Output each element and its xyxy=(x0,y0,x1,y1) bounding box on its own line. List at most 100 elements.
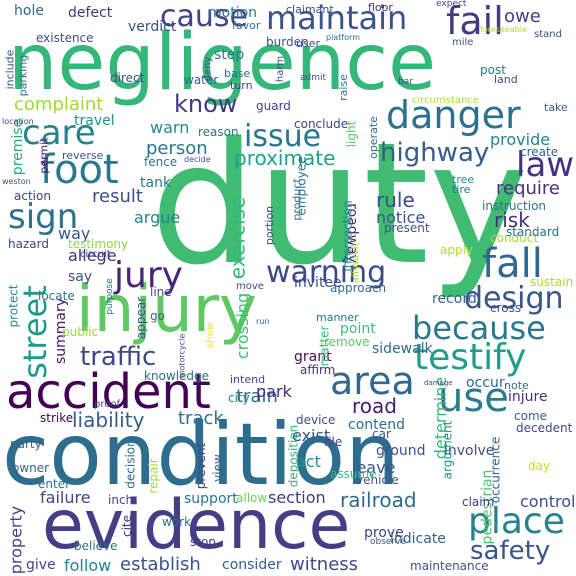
word-direct: direct xyxy=(110,71,145,85)
word-existence: existence xyxy=(36,31,94,45)
word-permit: permit xyxy=(37,137,51,174)
word-product: product xyxy=(290,178,304,221)
word-step: step xyxy=(214,47,245,63)
word-reverse: reverse xyxy=(62,149,104,162)
word-platform: platform xyxy=(326,33,360,42)
word-property: property xyxy=(6,505,26,575)
word-control: control xyxy=(520,492,576,511)
word-verdict: verdict xyxy=(128,19,177,35)
word-railroad: railroad xyxy=(340,488,417,512)
word-say: say xyxy=(68,269,93,285)
word-locate: locate xyxy=(38,289,75,303)
word-crossing: crossing xyxy=(233,292,253,360)
word-injure: injure xyxy=(508,389,548,405)
word-occur: occur xyxy=(466,375,505,391)
word-conclude: conclude xyxy=(294,117,349,131)
word-weston: weston xyxy=(2,177,31,186)
word-failure: failure xyxy=(40,488,91,507)
word-jury: jury xyxy=(114,255,183,296)
word-strike: strike xyxy=(40,411,74,425)
word-fall: fall xyxy=(482,241,543,287)
word-leave: leave xyxy=(352,458,396,477)
word-grant: grant xyxy=(294,349,332,365)
word-travel: travel xyxy=(74,113,115,129)
word-law: law xyxy=(516,145,575,185)
word-testimony: testimony xyxy=(68,237,129,251)
word-point: point xyxy=(340,321,376,337)
word-parking: parking xyxy=(16,54,30,97)
word-appear: appear xyxy=(134,296,149,340)
word-complaint: complaint xyxy=(14,94,104,115)
word-deposition: deposition xyxy=(286,424,301,488)
word-exist: exist xyxy=(292,426,331,445)
word-stop: stop xyxy=(190,535,216,549)
word-post: post xyxy=(480,63,506,77)
word-motion: motion xyxy=(208,5,258,21)
word-base: base xyxy=(224,67,251,80)
word-turn: turn xyxy=(230,79,253,92)
word-reason: reason xyxy=(198,125,239,139)
word-provide: provide xyxy=(490,130,551,149)
word-damage: damage xyxy=(424,379,453,387)
word-note: note xyxy=(504,379,529,392)
word-way: way xyxy=(58,224,91,243)
word-person: person xyxy=(146,138,208,159)
word-owner: owner xyxy=(12,461,50,475)
word-require: require xyxy=(496,178,560,199)
word-evidence: evidence xyxy=(42,486,351,565)
word-use: use xyxy=(438,375,509,421)
word-danger: danger xyxy=(386,93,521,137)
word-notice: notice xyxy=(376,208,426,227)
word-circumstance: circumstance xyxy=(412,95,479,106)
word-invitee: invitee xyxy=(294,275,342,291)
word-manner: manner xyxy=(316,311,359,324)
word-floor: floor xyxy=(368,1,393,14)
word-decedent: decedent xyxy=(516,421,573,435)
word-claimant: claimant xyxy=(286,3,334,16)
word-water: water xyxy=(184,73,219,87)
word-city: city xyxy=(228,391,250,405)
word-tree: tree xyxy=(452,173,475,186)
word-view: view xyxy=(210,454,225,482)
word-traffic: traffic xyxy=(80,342,157,372)
word-affidavit: affidavit xyxy=(350,242,362,284)
word-follow: follow xyxy=(64,556,112,575)
word-inch: inch xyxy=(108,493,134,507)
word-consider: consider xyxy=(222,557,282,573)
word-take: take xyxy=(544,101,568,114)
word-highway: highway xyxy=(380,138,490,168)
word-present: present xyxy=(384,221,430,235)
word-location: location xyxy=(2,117,34,126)
word-guard: guard xyxy=(256,99,291,113)
word-believe: believe xyxy=(74,539,118,553)
word-prevent: prevent xyxy=(194,442,209,490)
word-allow: allow xyxy=(236,491,268,505)
word-device: device xyxy=(296,413,336,427)
word-care: care xyxy=(22,113,96,153)
word-instruction: instruction xyxy=(482,199,547,213)
word-approach: approach xyxy=(330,281,387,295)
word-admit: admit xyxy=(300,73,327,83)
word-decide: decide xyxy=(184,155,211,164)
word-fail: fail xyxy=(446,0,504,43)
word-land: land xyxy=(494,73,518,86)
word-come: come xyxy=(514,409,548,423)
word-cite: cite xyxy=(120,514,135,538)
word-establish: establish xyxy=(120,554,201,575)
word-cause: cause xyxy=(160,0,248,34)
word-argue: argue xyxy=(134,208,181,227)
word-deny: deny xyxy=(202,56,214,82)
word-protect: protect xyxy=(6,284,21,328)
word-create: create xyxy=(520,145,559,159)
word-go: go xyxy=(150,309,165,323)
word-assume: assume xyxy=(330,467,377,481)
word-foot: foot xyxy=(40,147,119,193)
word-duty: duty xyxy=(150,106,529,302)
word-defect: defect xyxy=(68,5,113,21)
word-owe: owe xyxy=(504,6,541,27)
word-area: area xyxy=(330,359,415,403)
word-conduct: conduct xyxy=(490,231,539,245)
word-give: give xyxy=(26,557,56,573)
word-train: train xyxy=(236,386,278,407)
